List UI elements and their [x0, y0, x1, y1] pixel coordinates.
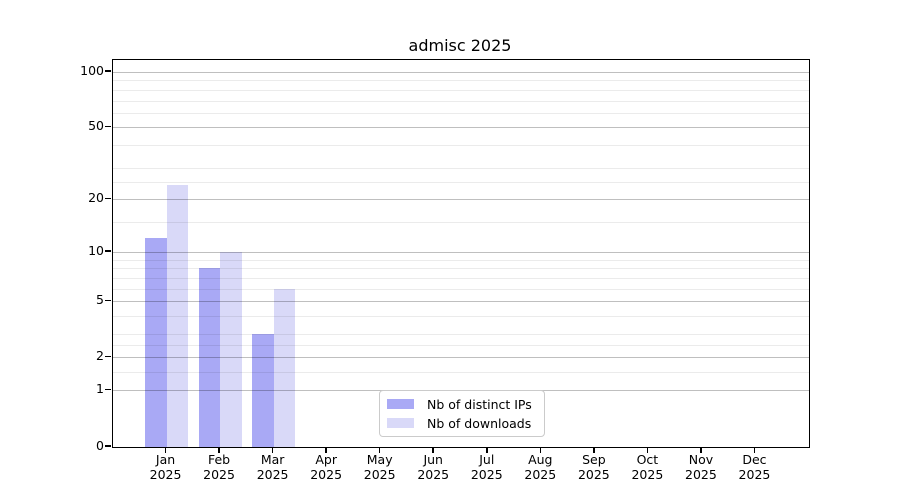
major-gridline — [113, 127, 809, 129]
minor-gridline — [113, 268, 809, 270]
x-tick-mark — [593, 447, 595, 454]
minor-gridline — [113, 100, 809, 102]
x-tick-mark — [486, 447, 488, 454]
minor-gridline — [113, 259, 809, 261]
legend-swatch-distinct-ips — [387, 399, 414, 409]
minor-gridline — [113, 145, 809, 147]
x-tick-label-oct: Oct 2025 — [631, 452, 664, 482]
minor-gridline — [113, 221, 809, 223]
y-tick-mark — [105, 445, 111, 447]
x-tick-mark — [432, 447, 434, 454]
x-tick-mark — [539, 447, 542, 454]
y-tick-label: 50 — [88, 118, 104, 134]
x-tick-mark — [218, 447, 220, 454]
x-tick-label-nov: Nov 2025 — [685, 452, 717, 482]
y-tick-label: 5 — [96, 292, 104, 308]
minor-gridline — [113, 372, 809, 374]
x-tick-mark — [378, 447, 381, 454]
y-tick-label: 20 — [88, 190, 104, 206]
bar-downloads-jan — [166, 185, 189, 447]
y-tick-mark — [105, 70, 111, 72]
x-tick-label-sep: Sep 2025 — [577, 452, 610, 482]
x-tick-label-dec: Dec 2025 — [738, 452, 771, 482]
minor-gridline — [113, 80, 809, 82]
x-tick-label-apr: Apr 2025 — [310, 452, 343, 482]
chart-title: admisc 2025 — [408, 36, 512, 55]
y-tick-mark — [105, 250, 111, 252]
minor-gridline — [113, 167, 809, 169]
legend-entry-distinct-ips: Nb of distinct IPs — [387, 397, 544, 412]
y-tick-label: 10 — [88, 242, 104, 258]
legend-label-distinct-ips: Nb of distinct IPs — [427, 396, 532, 412]
major-gridline — [113, 71, 809, 73]
bar-ips-feb — [198, 268, 221, 447]
x-tick-label-may: May 2025 — [363, 452, 396, 482]
bar-downloads-mar — [273, 288, 296, 447]
x-tick-label-mar: Mar 2025 — [256, 452, 289, 482]
x-tick-label-jan: Jan 2025 — [149, 452, 182, 482]
major-gridline — [113, 301, 809, 303]
y-tick-mark — [105, 125, 111, 128]
legend: Nb of distinct IPs Nb of downloads — [379, 390, 545, 437]
x-tick-mark — [164, 447, 167, 454]
x-tick-mark — [271, 447, 274, 454]
y-tick-label: 0 — [96, 437, 104, 453]
minor-gridline — [113, 89, 809, 91]
major-gridline — [113, 199, 809, 201]
major-gridline — [113, 251, 809, 253]
x-tick-mark — [325, 447, 327, 454]
minor-gridline — [113, 112, 809, 114]
minor-gridline — [113, 277, 809, 279]
y-tick-mark — [105, 299, 111, 302]
y-tick-mark — [105, 388, 111, 391]
y-tick-mark — [105, 355, 111, 358]
minor-gridline — [113, 334, 809, 335]
x-tick-mark — [700, 447, 702, 454]
y-tick-label: 2 — [96, 348, 104, 364]
x-tick-mark — [646, 447, 649, 454]
x-tick-label-aug: Aug 2025 — [524, 452, 557, 482]
bar-ips-mar — [252, 334, 274, 447]
bar-ips-jan — [145, 238, 167, 447]
y-tick-label: 1 — [96, 381, 104, 397]
major-gridline — [113, 357, 809, 359]
minor-gridline — [113, 182, 809, 184]
x-tick-label-feb: Feb 2025 — [203, 452, 235, 482]
minor-gridline — [113, 344, 809, 346]
x-tick-label-jul: Jul 2025 — [470, 452, 503, 482]
x-tick-label-jun: Jun 2025 — [417, 452, 450, 482]
x-tick-mark — [753, 447, 756, 454]
minor-gridline — [113, 315, 809, 317]
y-tick-mark — [105, 197, 111, 200]
bar-downloads-feb — [220, 251, 242, 447]
legend-entry-downloads: Nb of downloads — [387, 416, 544, 431]
plot-area: Nb of distinct IPs Nb of downloads — [112, 59, 810, 448]
legend-label-downloads: Nb of downloads — [427, 415, 532, 431]
y-tick-label: 100 — [80, 62, 104, 78]
minor-gridline — [113, 288, 809, 290]
legend-swatch-downloads — [387, 418, 414, 428]
